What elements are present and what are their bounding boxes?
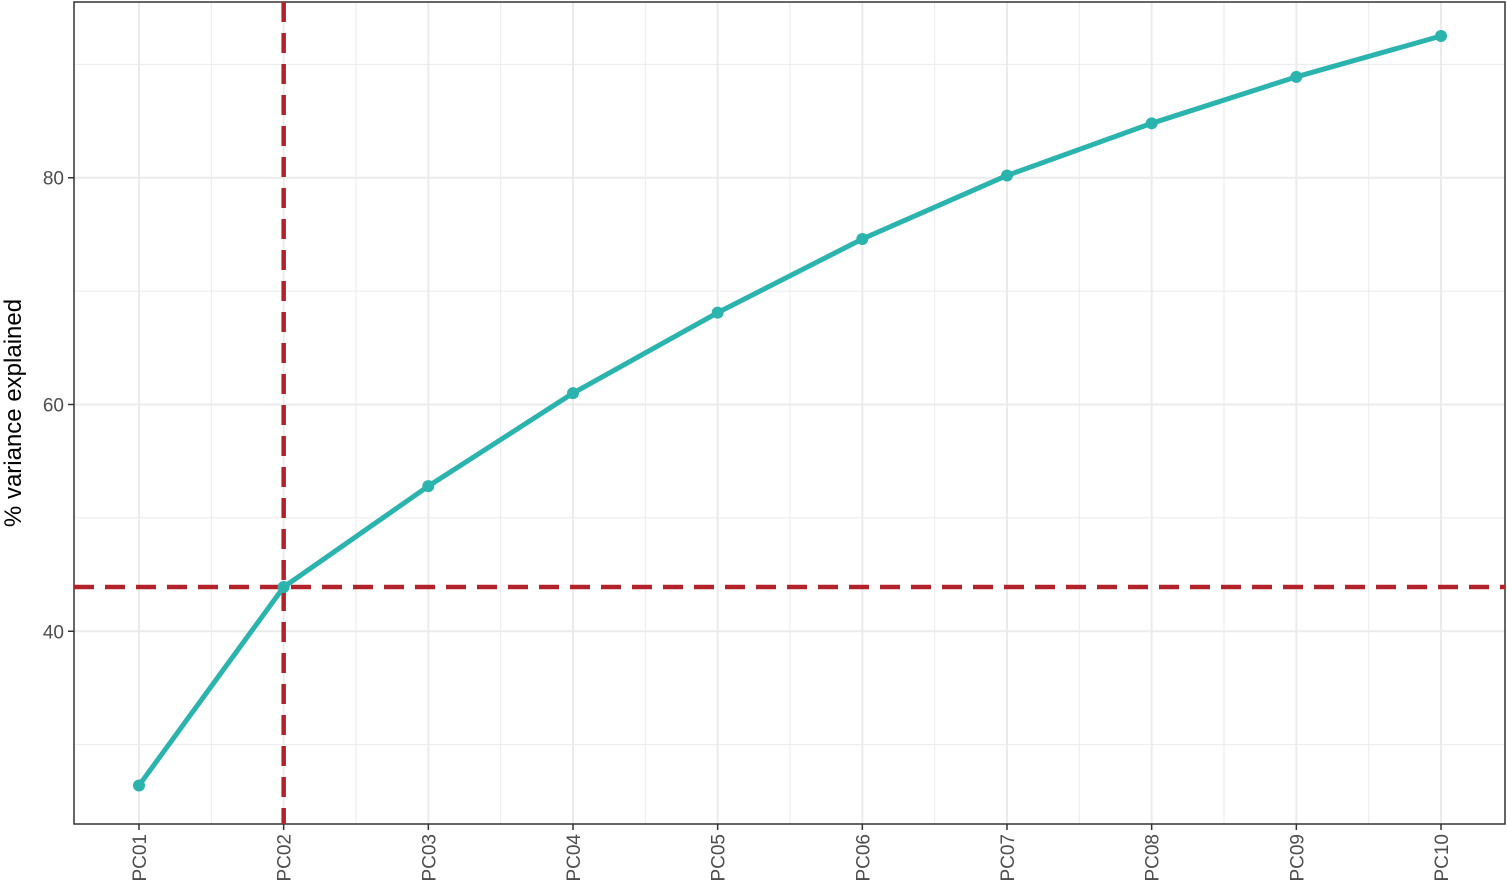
data-point bbox=[711, 306, 724, 319]
y-axis-title: % variance explained bbox=[0, 299, 27, 527]
x-tick-label: PC03 bbox=[419, 834, 440, 882]
major-gridlines bbox=[74, 2, 1505, 824]
minor-gridlines bbox=[74, 2, 1505, 824]
data-point bbox=[856, 232, 869, 245]
data-point bbox=[277, 581, 290, 594]
x-tick-label: PC09 bbox=[1287, 834, 1308, 882]
data-point bbox=[1435, 30, 1447, 43]
cumulative-variance-line bbox=[136, 33, 1444, 788]
data-point bbox=[567, 387, 579, 400]
y-tick-label: 60 bbox=[43, 395, 64, 416]
data-point bbox=[1290, 70, 1303, 83]
data-point bbox=[133, 779, 145, 792]
y-axis-tick-labels: 40 60 80 bbox=[43, 169, 64, 644]
x-tick-label: PC05 bbox=[709, 834, 730, 882]
panel-border bbox=[73, 1, 1506, 825]
data-point bbox=[1001, 169, 1013, 182]
x-tick-label: PC02 bbox=[275, 834, 296, 882]
data-point bbox=[1145, 117, 1158, 130]
x-tick-label: PC01 bbox=[130, 834, 151, 882]
x-axis-tick-labels: PC01 PC02 PC03 PC04 PC05 PC06 PC07 PC08 PC09 PC10 bbox=[130, 834, 1453, 882]
x-tick-label: PC04 bbox=[564, 834, 585, 882]
x-tick-label: PC08 bbox=[1143, 834, 1164, 882]
data-point bbox=[422, 480, 435, 493]
x-tick-label: PC10 bbox=[1432, 834, 1453, 882]
reference-lines bbox=[74, 2, 1505, 824]
data-points bbox=[133, 30, 1447, 792]
x-tick-label: PC06 bbox=[853, 834, 874, 882]
y-tick-label: 80 bbox=[43, 169, 64, 190]
x-tick-label: PC07 bbox=[998, 834, 1019, 882]
axis-ticks bbox=[68, 176, 1442, 830]
y-tick-label: 40 bbox=[43, 622, 64, 643]
